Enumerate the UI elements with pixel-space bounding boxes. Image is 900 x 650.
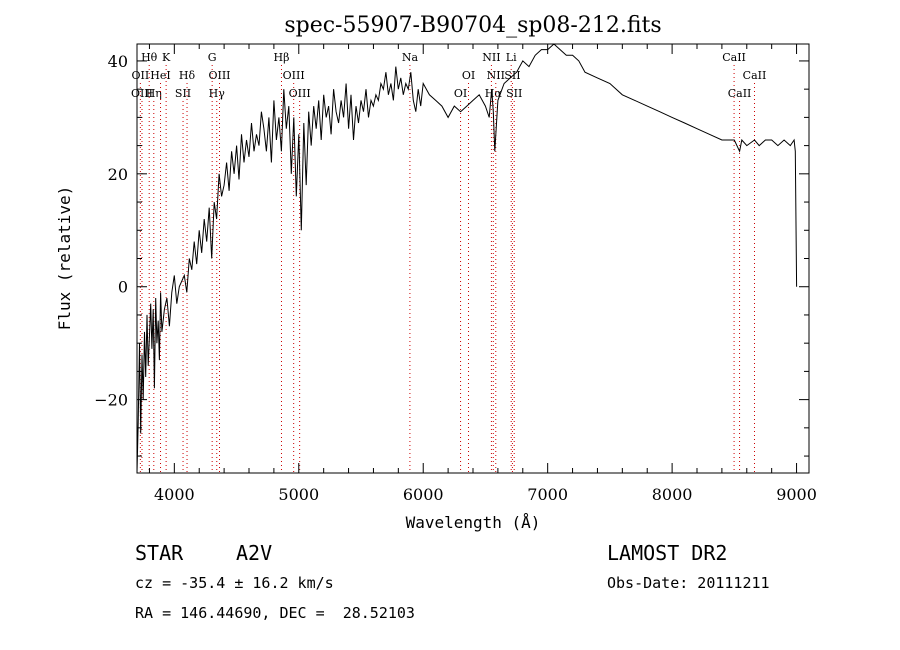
line-marker-label: OII [132,69,150,82]
coordinates-line: RA = 146.44690, DEC = 28.52103 [135,604,415,622]
line-marker-label: CaII [743,69,767,82]
object-class: STAR [135,541,184,565]
line-marker-label: Hβ [274,51,290,64]
line-marker-label: NII [482,51,500,64]
x-tick-label: 4000 [154,485,195,504]
plot-frame [136,43,810,474]
obs-date-line: Obs-Date: 20111211 [607,574,770,592]
x-tick-label: 8000 [652,485,693,504]
line-marker-label: CaII [722,51,746,64]
line-marker-label: G [208,51,217,64]
line-marker-label: OIII [208,69,230,82]
line-marker-label: OI [454,87,467,100]
line-marker-label: CaII [728,87,752,100]
redshift-line: cz = -35.4 ± 16.2 km/s [135,574,334,592]
survey-name: LAMOST DR2 [607,541,728,565]
y-axis-label: Flux (relative) [55,186,74,331]
line-marker-label: OI [462,69,475,82]
x-tick-label: 6000 [403,485,444,504]
y-tick-label: −20 [94,391,128,410]
line-marker-label: Hδ [179,69,196,82]
line-marker-label: OIII [283,69,305,82]
chart-title: spec-55907-B90704_sp08-212.fits [284,13,661,38]
line-marker-label: OIII [289,87,311,100]
line-marker-layer: Hδ Hγ Hβ Hα Hθ Hη OII OIII HeI K SII G OIII OIII OIII N… [131,51,766,473]
line-marker-label: SII [506,87,522,100]
line-marker-label: Li [506,51,517,64]
x-tick-label: 9000 [776,485,817,504]
line-marker-label: HeI [150,69,170,82]
line-marker-label: Hγ [209,87,226,100]
line-marker-label: SII [175,87,191,100]
axis-ticks: 4000 5000 6000 7000 8000 9000 −20 0 20 40 [94,44,817,504]
spectrum-line [136,43,798,474]
line-marker-label: Na [402,51,419,64]
x-tick-label: 5000 [278,485,319,504]
x-tick-label: 7000 [527,485,568,504]
line-marker-label: OIII [131,87,153,100]
line-marker-label: Hθ [141,51,158,64]
object-subclass: A2V [236,541,273,565]
line-marker-label: Hα [485,87,503,100]
x-axis-label: Wavelength (Å) [406,513,541,532]
y-tick-label: 20 [108,165,128,184]
y-tick-label: 0 [118,278,128,297]
line-marker-label: Hη [146,87,162,100]
y-tick-label: 40 [108,52,128,71]
line-marker-label: K [162,51,171,64]
line-marker-label: NII [487,69,505,82]
